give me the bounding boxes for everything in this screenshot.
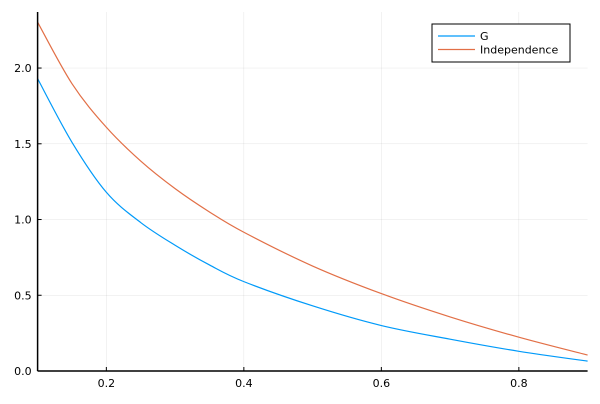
- legend-label: Independence: [480, 44, 558, 57]
- x-tick-label: 0.2: [98, 377, 116, 390]
- x-tick-label: 0.8: [510, 377, 528, 390]
- y-tick-label: 0.5: [14, 289, 32, 302]
- grid: [37, 12, 588, 372]
- legend-box: [431, 23, 571, 63]
- y-tick-label: 0.0: [14, 365, 32, 378]
- x-tick-label: 0.6: [373, 377, 391, 390]
- x-tick-label: 0.4: [235, 377, 253, 390]
- series-line-independence: [37, 21, 588, 356]
- axes: 0.2 0.4 0.6 0.8 0.0 0.5 1.0 1.5 2.0: [14, 12, 588, 390]
- y-tick-label: 2.0: [14, 62, 32, 75]
- series-line-g: [37, 78, 588, 362]
- y-tick-label: 1.0: [14, 214, 32, 227]
- y-tick-label: 1.5: [14, 138, 32, 151]
- series-lines: [37, 21, 588, 362]
- legend-label: G: [480, 30, 489, 43]
